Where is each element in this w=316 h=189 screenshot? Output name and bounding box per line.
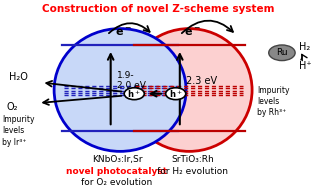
Text: Impurity
levels
by Rh³⁺: Impurity levels by Rh³⁺: [257, 86, 289, 117]
Text: Impurity
levels
by Ir³⁺: Impurity levels by Ir³⁺: [2, 115, 35, 146]
Text: e$^-$: e$^-$: [184, 27, 201, 38]
Text: KNbO₃:Ir,Sr: KNbO₃:Ir,Sr: [92, 155, 142, 164]
Text: Construction of novel Z-scheme system: Construction of novel Z-scheme system: [42, 4, 274, 14]
Text: h$^+$: h$^+$: [127, 88, 141, 100]
Text: H⁺: H⁺: [299, 61, 312, 71]
Text: h$^+$: h$^+$: [169, 88, 183, 100]
Text: e$^-$: e$^-$: [115, 27, 132, 38]
Text: 2.3 eV: 2.3 eV: [186, 76, 217, 86]
Text: H₂: H₂: [299, 42, 310, 52]
Text: for H₂ evolution: for H₂ evolution: [157, 167, 228, 176]
Circle shape: [166, 88, 186, 100]
Text: SrTiO₃:Rh: SrTiO₃:Rh: [171, 155, 214, 164]
Text: H₂O: H₂O: [9, 72, 27, 82]
Text: novel photocatalyst: novel photocatalyst: [66, 167, 167, 176]
Text: Ru: Ru: [276, 48, 288, 57]
Circle shape: [124, 88, 144, 100]
Circle shape: [269, 45, 295, 61]
Ellipse shape: [126, 29, 252, 151]
Text: 1.9-
2.0 eV: 1.9- 2.0 eV: [117, 71, 146, 90]
Ellipse shape: [54, 29, 186, 151]
Text: for O₂ evolution: for O₂ evolution: [81, 178, 153, 187]
Text: O₂: O₂: [7, 102, 18, 112]
